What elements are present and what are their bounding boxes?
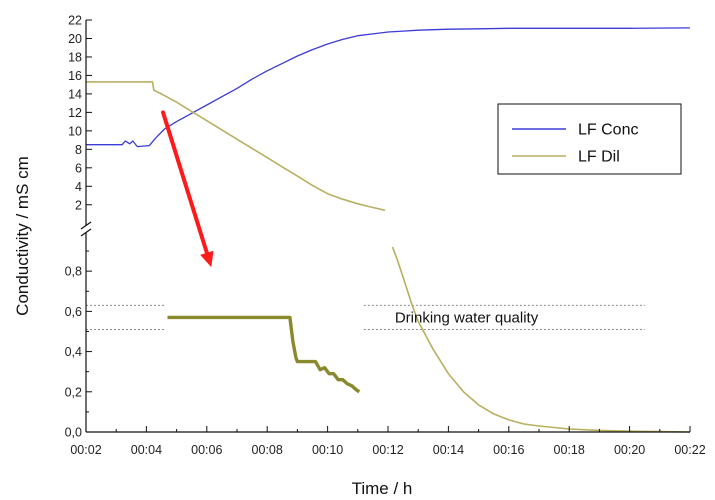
y-upper-tick-label: 16 xyxy=(68,69,82,83)
tick-labels: 00:02 00:04 00:06 00:08 00:10 00:12 00:14 00:16… xyxy=(65,14,706,458)
y-upper-tick-label: 2 xyxy=(75,198,82,212)
series-line-1 xyxy=(86,81,386,212)
x-tick-label: 00:02 xyxy=(70,443,101,457)
red-arrow xyxy=(161,110,214,268)
series-line-0 xyxy=(86,27,691,148)
series-line-2 xyxy=(391,246,691,433)
y-lower-tick-label: 0,8 xyxy=(65,265,82,279)
x-tick-label: 00:18 xyxy=(554,443,585,457)
y-lower-tick-label: 0,0 xyxy=(65,426,82,440)
series-line-3 xyxy=(167,315,361,394)
y-upper-tick-label: 22 xyxy=(68,14,82,28)
drinking-water-annotation: Drinking water quality xyxy=(395,309,539,326)
legend-box xyxy=(497,103,682,175)
x-tick-label: 00:14 xyxy=(433,443,464,457)
x-tick-label: 00:10 xyxy=(312,443,343,457)
x-tick-label: 00:06 xyxy=(191,443,222,457)
y-upper-tick-label: 12 xyxy=(68,106,82,120)
y-upper-tick-label: 10 xyxy=(68,124,82,138)
axis-break-mark-top xyxy=(80,221,92,230)
x-tick-label: 00:20 xyxy=(614,443,645,457)
y-upper-tick-label: 6 xyxy=(75,161,82,175)
y-lower-tick-label: 0,4 xyxy=(65,345,82,359)
x-tick-label: 00:04 xyxy=(131,443,162,457)
legend-label-lf-conc: LF Conc xyxy=(578,122,638,139)
reference-lines xyxy=(86,304,645,330)
axes xyxy=(80,19,691,433)
y-lower-tick-label: 0,6 xyxy=(65,305,82,319)
legend-label-lf-dil: LF Dil xyxy=(578,149,620,166)
y-upper-tick-label: 8 xyxy=(75,143,82,157)
arrow-shaft xyxy=(161,110,209,255)
x-tick-label: 00:16 xyxy=(493,443,524,457)
y-upper-tick-label: 18 xyxy=(68,50,82,64)
y-lower-tick-label: 0,2 xyxy=(65,385,82,399)
legend: LF Conc LF Dil xyxy=(497,103,682,175)
x-tick-label: 00:22 xyxy=(674,443,705,457)
arrow-head xyxy=(200,250,214,268)
y-upper-tick-label: 20 xyxy=(68,32,82,46)
y-upper-tick-label: 14 xyxy=(68,87,82,101)
y-axis-title: Conductivity / mS cm xyxy=(13,156,32,316)
series-layer xyxy=(86,27,691,433)
x-tick-label: 00:08 xyxy=(252,443,283,457)
axis-break-mark-bottom xyxy=(80,228,92,237)
y-upper-tick-label: 4 xyxy=(75,180,82,194)
x-axis-title: Time / h xyxy=(352,479,413,498)
x-tick-label: 00:12 xyxy=(372,443,403,457)
